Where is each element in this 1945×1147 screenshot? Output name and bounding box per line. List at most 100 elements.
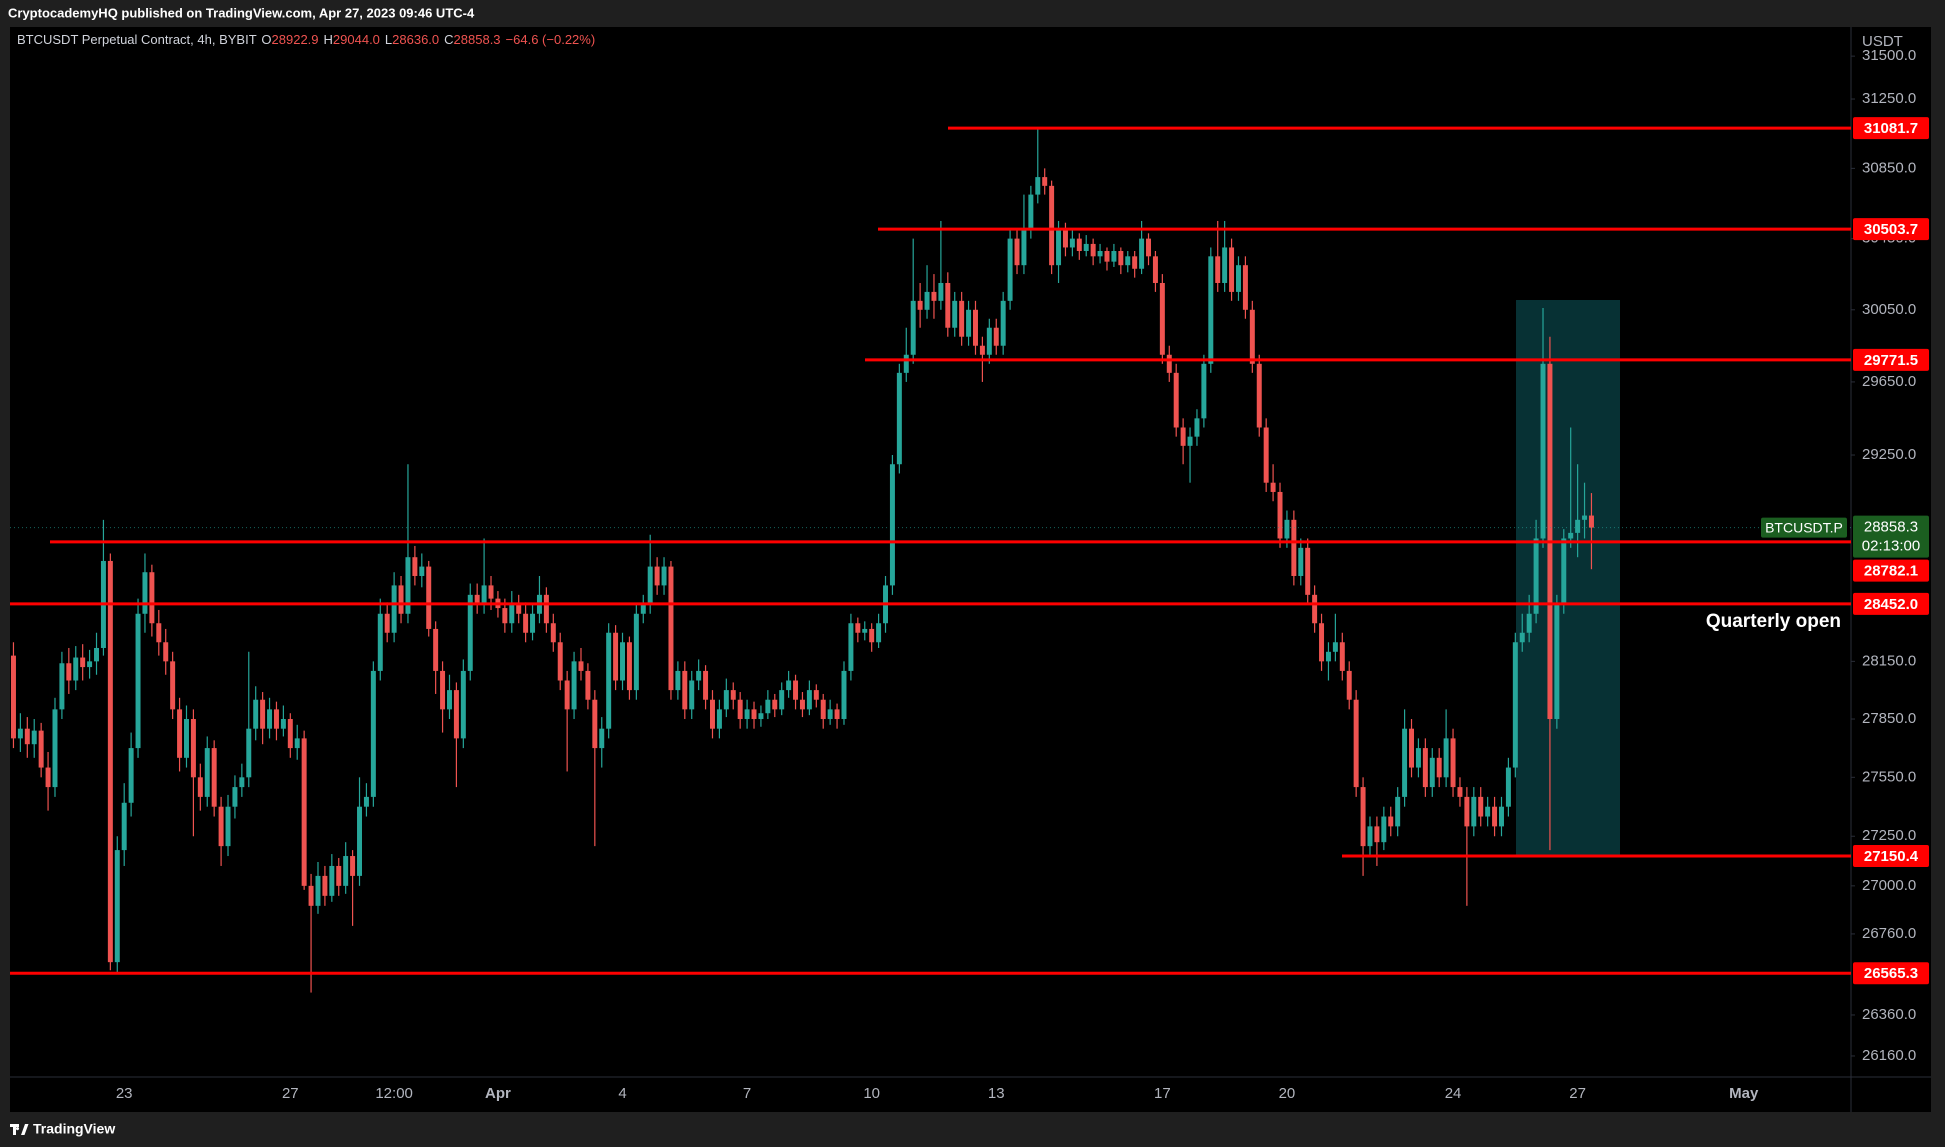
candle-body bbox=[530, 613, 536, 633]
candle-body bbox=[966, 309, 972, 337]
candle-body bbox=[523, 613, 529, 633]
candle-body bbox=[66, 663, 72, 681]
candle-body bbox=[1457, 787, 1463, 797]
header: CryptocademyHQ published on TradingView.… bbox=[8, 5, 475, 20]
level-label-box bbox=[1853, 559, 1929, 582]
candle-body bbox=[1187, 436, 1193, 446]
candle-body bbox=[633, 613, 639, 691]
level-label-box bbox=[1853, 844, 1929, 867]
candle-body bbox=[848, 623, 854, 671]
candle-body bbox=[1561, 538, 1567, 605]
x-tick-label: 24 bbox=[1445, 1085, 1462, 1102]
candle-body bbox=[128, 748, 134, 803]
candle-body bbox=[467, 594, 473, 671]
symbol-box bbox=[1761, 517, 1847, 538]
candle-body bbox=[813, 690, 819, 700]
y-tick-label: 26360.0 bbox=[1862, 1006, 1916, 1023]
candle-body bbox=[744, 709, 750, 720]
highlight-box bbox=[1516, 300, 1620, 855]
candle-body bbox=[225, 806, 231, 847]
candle-body bbox=[1443, 738, 1449, 778]
candle-body bbox=[474, 594, 480, 605]
candle-body bbox=[322, 875, 328, 896]
candle-body bbox=[972, 309, 978, 346]
legend-value: 28636.0 bbox=[392, 32, 439, 47]
level-label-box bbox=[1853, 218, 1929, 241]
candle-body bbox=[1305, 547, 1311, 595]
candle-body bbox=[73, 657, 79, 681]
candle-body bbox=[114, 850, 120, 963]
candle-body bbox=[993, 327, 999, 346]
candle-body bbox=[903, 354, 909, 373]
candle-body bbox=[723, 690, 729, 710]
candle-body bbox=[1582, 515, 1588, 520]
candle-body bbox=[357, 806, 363, 876]
candle-body bbox=[1409, 728, 1415, 768]
candle-body bbox=[668, 566, 674, 691]
candle-body bbox=[301, 738, 307, 886]
y-tick-label: 30850.0 bbox=[1862, 159, 1916, 176]
x-tick-label: 17 bbox=[1154, 1085, 1171, 1102]
y-tick-label: 27000.0 bbox=[1862, 877, 1916, 894]
level-label: 30503.7 bbox=[1864, 221, 1918, 238]
candle-body bbox=[502, 608, 508, 624]
candle-body bbox=[661, 566, 667, 586]
candle-body bbox=[1353, 699, 1359, 788]
candle-body bbox=[1422, 748, 1428, 788]
candle-body bbox=[370, 670, 376, 797]
candle-body bbox=[1492, 806, 1498, 827]
candle-body bbox=[204, 748, 210, 797]
candle-body bbox=[391, 585, 397, 633]
symbol-label: BTCUSDT.P bbox=[1765, 519, 1843, 535]
candle-body bbox=[765, 699, 771, 714]
candle-body bbox=[52, 709, 58, 788]
candle-body bbox=[869, 628, 875, 643]
candle-body bbox=[170, 661, 176, 710]
y-tick-label: 31500.0 bbox=[1862, 47, 1916, 64]
candle-body bbox=[1097, 251, 1103, 257]
candle-body bbox=[433, 628, 439, 671]
candle-body bbox=[910, 300, 916, 355]
level-label: 26565.3 bbox=[1864, 965, 1918, 982]
candle-body bbox=[1062, 229, 1068, 248]
chart-background bbox=[10, 27, 1931, 1112]
candle-body bbox=[1319, 623, 1325, 662]
candle-body bbox=[1256, 363, 1262, 428]
candle-body bbox=[1588, 515, 1594, 528]
candle-body bbox=[363, 796, 369, 807]
candle-body bbox=[1519, 632, 1525, 643]
candle-body bbox=[107, 560, 113, 963]
candle-body bbox=[543, 594, 549, 624]
candle-body bbox=[626, 642, 632, 691]
candle-body bbox=[329, 865, 335, 896]
candle-body bbox=[294, 738, 300, 749]
level-label: 27150.4 bbox=[1864, 848, 1919, 865]
candle-body bbox=[820, 699, 826, 720]
candle-body bbox=[737, 699, 743, 720]
candle-body bbox=[343, 856, 349, 886]
candle-body bbox=[1575, 519, 1581, 533]
candle-body bbox=[1498, 806, 1504, 827]
legend-key: O bbox=[261, 32, 271, 47]
candle-body bbox=[1215, 256, 1221, 283]
candle-body bbox=[273, 709, 279, 729]
candle-body bbox=[1568, 532, 1574, 539]
footer: TradingView bbox=[33, 1121, 115, 1137]
candle-body bbox=[1533, 538, 1539, 614]
candle-body bbox=[1332, 642, 1338, 652]
candle-body bbox=[1505, 767, 1511, 807]
candle-body bbox=[1436, 757, 1442, 778]
candle-body bbox=[1388, 816, 1394, 827]
candle-body bbox=[239, 777, 245, 788]
candle-body bbox=[1222, 247, 1228, 283]
y-tick-label: 27550.0 bbox=[1862, 768, 1916, 785]
candle-body bbox=[440, 670, 446, 710]
candle-body bbox=[1381, 816, 1387, 843]
candle-body bbox=[1132, 256, 1138, 269]
x-tick-label: May bbox=[1729, 1085, 1759, 1102]
candle-body bbox=[135, 613, 141, 749]
candle-body bbox=[1021, 229, 1027, 266]
y-tick-label: 29250.0 bbox=[1862, 446, 1916, 463]
candle-body bbox=[716, 709, 722, 729]
x-tick-label: 12:00 bbox=[375, 1085, 413, 1102]
